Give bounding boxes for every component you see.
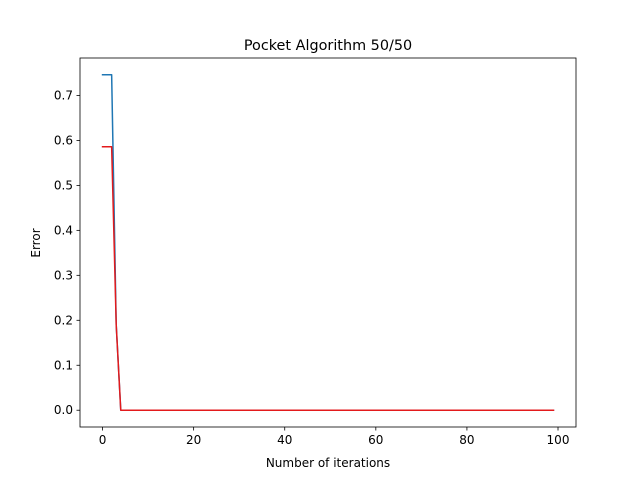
- x-axis-label: Number of iterations: [266, 456, 390, 470]
- y-tick-label: 0.3: [54, 268, 73, 282]
- series-line-2: [101, 145, 555, 411]
- x-tick-label: 20: [186, 433, 201, 447]
- axes-frame: [79, 57, 577, 428]
- y-tick-label: 0.2: [54, 313, 73, 327]
- y-tick-label: 0.1: [54, 358, 73, 372]
- x-tick-label: 60: [368, 433, 383, 447]
- x-tick-label: 0: [99, 433, 107, 447]
- plot-area: [80, 58, 576, 427]
- x-tick-label: 100: [547, 433, 570, 447]
- y-tick-label: 0.7: [54, 88, 73, 102]
- axes-layer: 0 20 40 60 80 100 0.0 0.1 0.2 0.3 0.4 0.5 0.6 0.7: [54, 57, 577, 447]
- y-tick-label: 0.4: [54, 223, 73, 237]
- x-tick-label: 80: [459, 433, 474, 447]
- chart-title: Pocket Algorithm 50/50: [244, 38, 412, 54]
- x-tick-label: 40: [277, 433, 292, 447]
- series-layer: [101, 74, 555, 411]
- y-tick-label: 0.6: [54, 133, 73, 147]
- y-tick-label: 0.0: [54, 403, 73, 417]
- y-axis-label: Error: [29, 228, 43, 257]
- y-tick-label: 0.5: [54, 178, 73, 192]
